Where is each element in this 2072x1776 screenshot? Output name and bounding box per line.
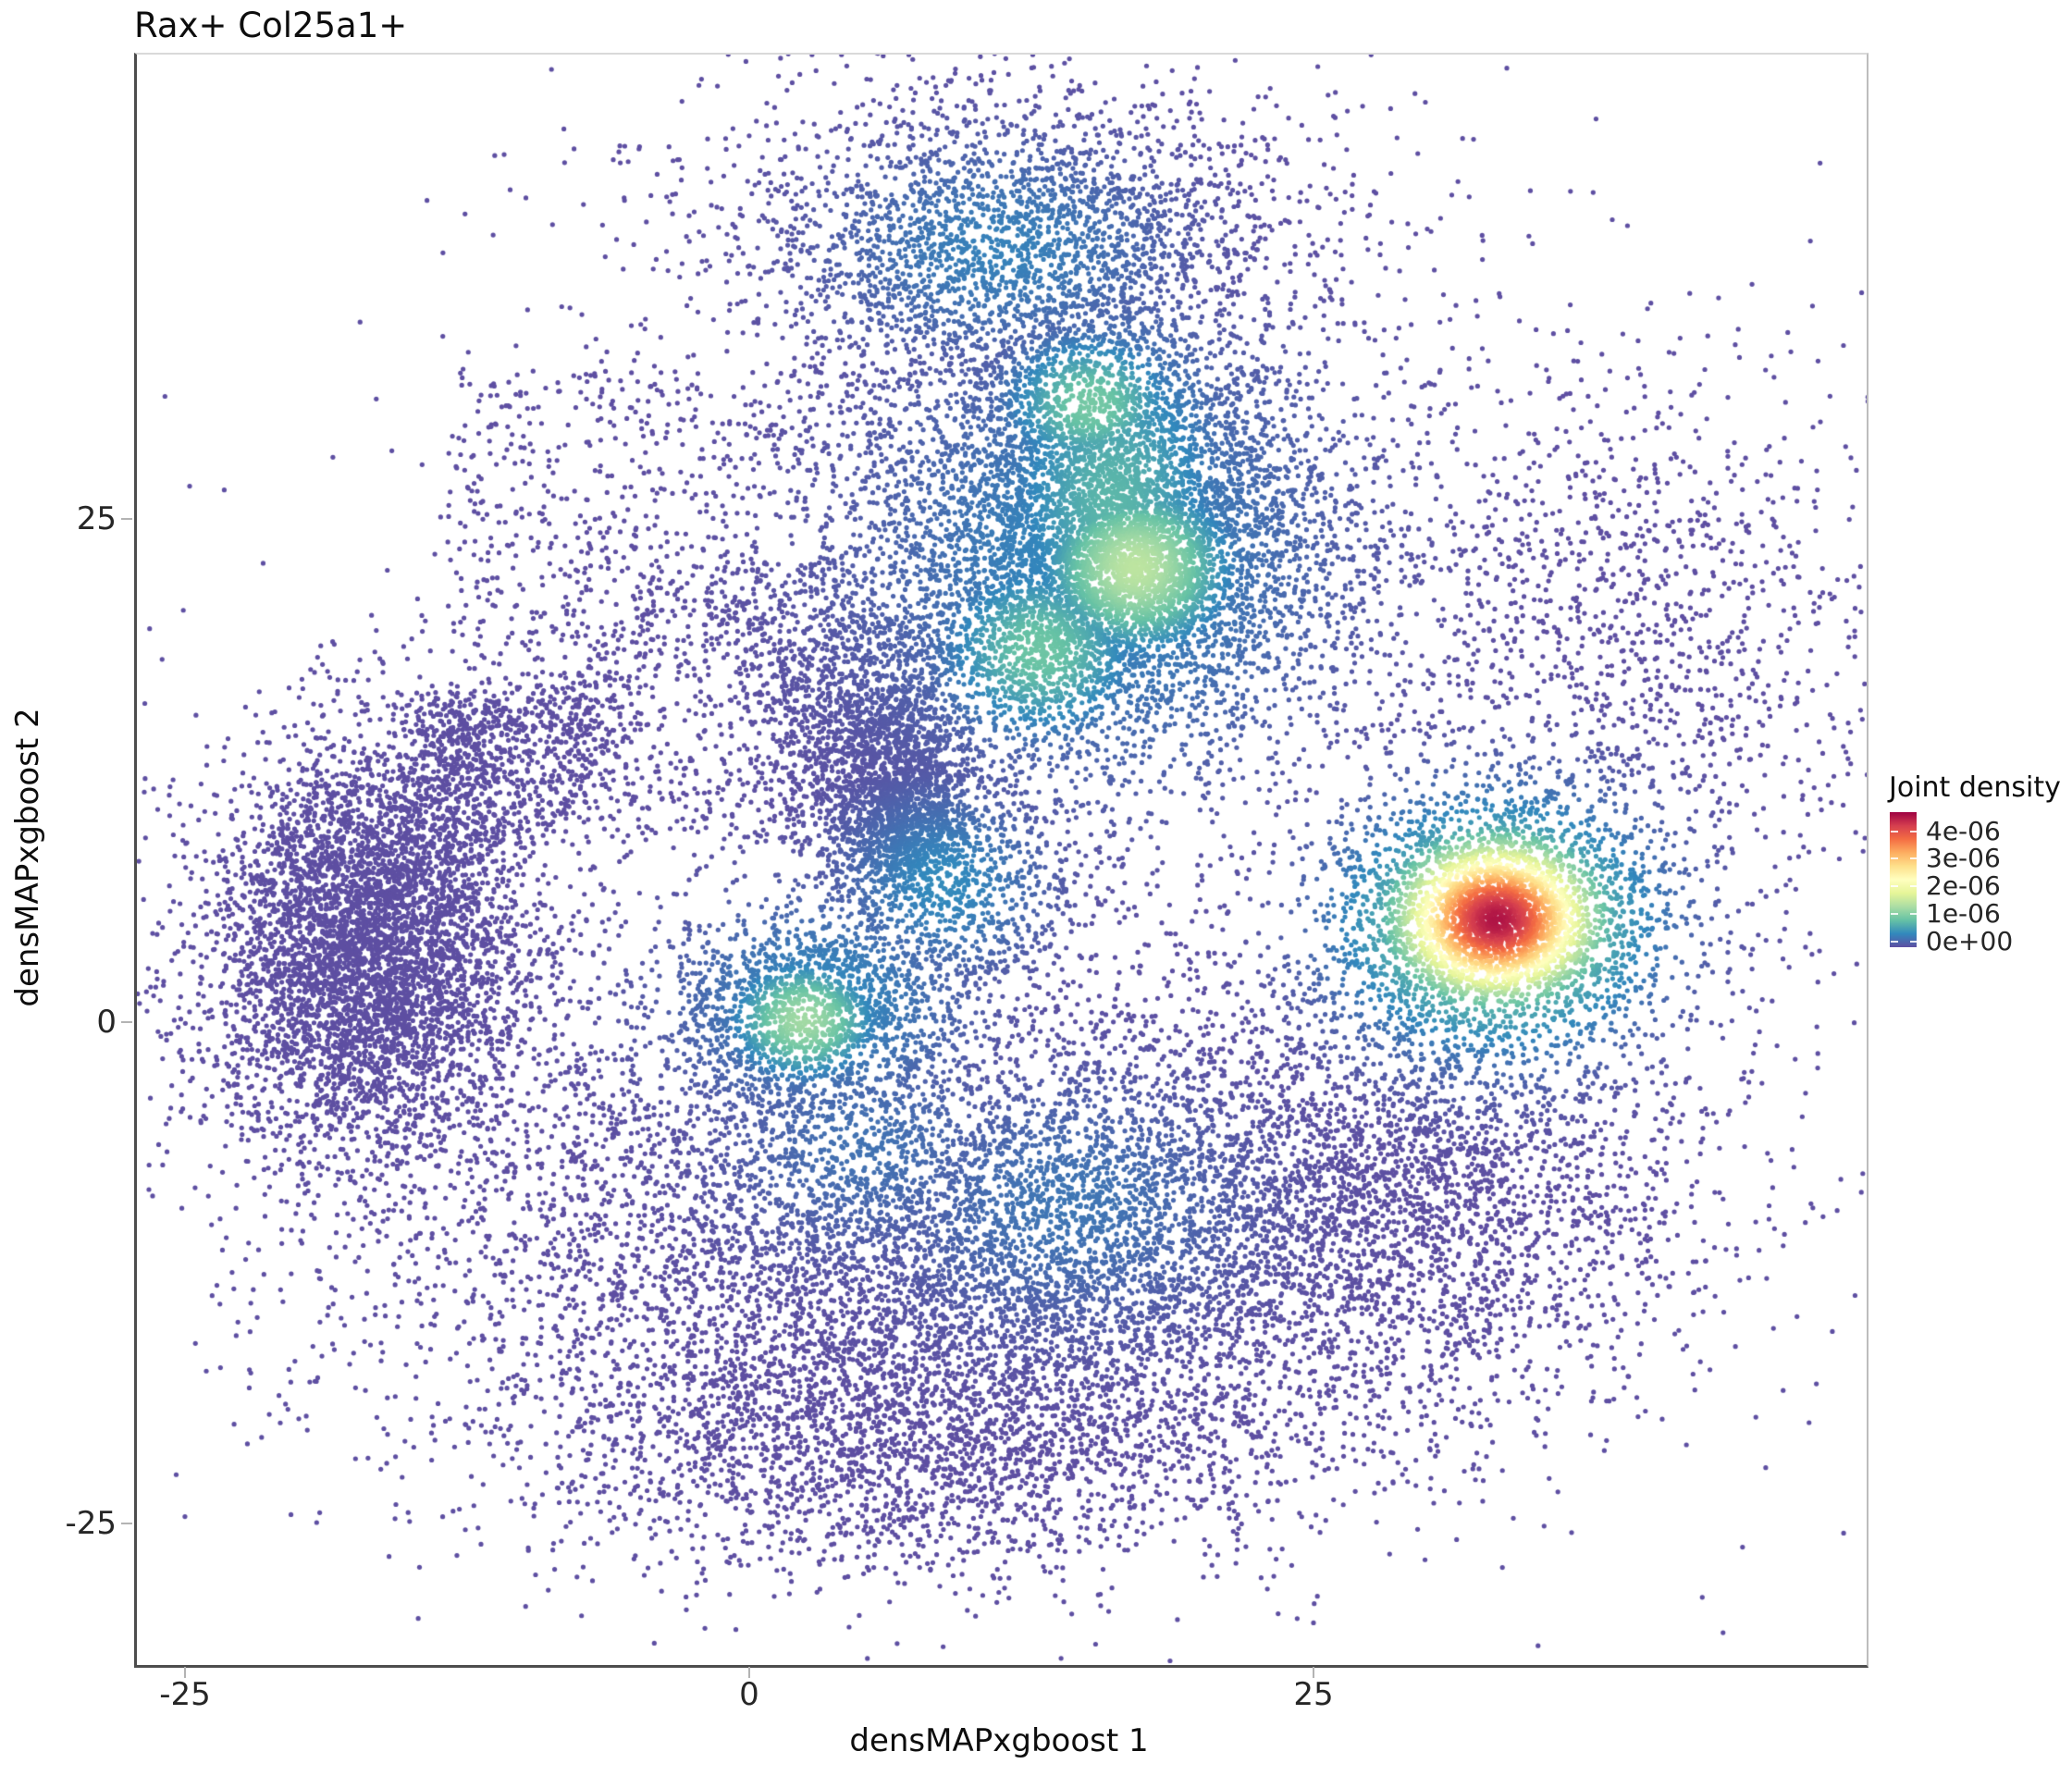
- colorbar-tick-mark: [1910, 857, 1918, 859]
- plot-panel: [134, 53, 1868, 1668]
- y-tick-label: -25: [65, 1505, 117, 1542]
- x-tick-label: -25: [159, 1676, 211, 1713]
- colorbar-tick-mark: [1910, 913, 1918, 915]
- colorbar-tick-mark: [1891, 913, 1898, 915]
- legend-tick-label: 3e-06: [1926, 843, 2001, 873]
- legend-tick-label: 1e-06: [1926, 898, 2001, 929]
- colorbar-tick-mark: [1910, 941, 1918, 943]
- x-tick-label: 25: [1293, 1676, 1334, 1713]
- legend: Joint density 4e-06 3e-06 2e-06 1e-06 0e…: [1889, 768, 2072, 1008]
- x-tick-mark: [748, 1667, 750, 1678]
- y-tick-label: 25: [76, 500, 117, 537]
- colorbar-tick-mark: [1891, 831, 1898, 832]
- y-tick-mark: [121, 518, 132, 520]
- y-tick-mark: [121, 1523, 132, 1524]
- x-tick-mark: [184, 1667, 186, 1678]
- legend-tick-label: 2e-06: [1926, 870, 2001, 901]
- legend-title: Joint density: [1889, 771, 2061, 804]
- colorbar-tick-mark: [1891, 857, 1898, 859]
- colorbar: [1890, 812, 1918, 947]
- scatter-plot-canvas: [137, 55, 1867, 1665]
- x-tick-mark: [1313, 1667, 1314, 1678]
- y-tick-label: 0: [96, 1004, 117, 1041]
- legend-tick-label: 0e+00: [1926, 926, 2014, 956]
- colorbar-tick-mark: [1891, 941, 1898, 943]
- colorbar-tick-mark: [1891, 885, 1898, 887]
- x-axis-title: densMAPxgboost 1: [849, 1722, 1149, 1759]
- x-tick-label: 0: [739, 1676, 759, 1713]
- colorbar-tick-mark: [1910, 831, 1918, 832]
- legend-tick-label: 4e-06: [1926, 816, 2001, 846]
- y-tick-mark: [121, 1021, 132, 1023]
- plot-title: Rax+ Col25a1+: [134, 6, 408, 45]
- y-axis-title: densMAPxgboost 2: [9, 708, 46, 1007]
- colorbar-tick-mark: [1910, 885, 1918, 887]
